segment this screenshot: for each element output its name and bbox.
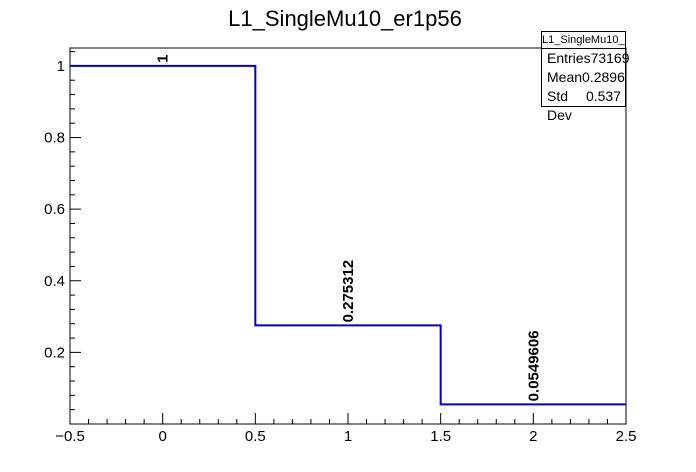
bin-value-label: 0.275312	[340, 260, 357, 323]
bin-value-label: 1	[155, 55, 172, 63]
y-tick-label: 0.2	[44, 344, 65, 361]
stats-label: Entries	[547, 50, 591, 66]
stats-row-stddev: Std Dev 0.537	[542, 87, 625, 123]
axis-ticks	[69, 51, 627, 424]
y-tick-label: 1	[57, 58, 65, 75]
stats-row-entries: Entries 73169	[542, 49, 630, 68]
stats-label: Std Dev	[547, 88, 572, 123]
bin-value-label: 0.0549606	[525, 330, 542, 401]
y-tick-label: 0.6	[44, 201, 65, 218]
x-tick-label: 2.5	[616, 428, 637, 445]
histogram-line	[70, 64, 626, 406]
chart-title: L1_SingleMu10_er1p56	[228, 6, 462, 31]
stats-value: 0.537	[585, 88, 621, 104]
stats-title: L1_SingleMu10_er1p56	[542, 32, 625, 49]
stats-value: 0.2896	[582, 69, 625, 85]
stats-box: L1_SingleMu10_er1p56 Entries 73169 Mean …	[541, 31, 630, 123]
stats-row-mean: Mean 0.2896	[542, 68, 625, 87]
x-tick-label: 1.5	[430, 428, 451, 445]
x-tick-label: 2	[529, 428, 537, 445]
axis-tick-labels: −0.5 0 0.5 1 1.5 2 2.5 0.2 0.4 0.6 0.8 1	[44, 58, 636, 445]
x-tick-label: 0.5	[245, 428, 266, 445]
y-tick-label: 0.8	[44, 130, 65, 147]
stats-label: Mean	[547, 69, 583, 85]
y-tick-label: 0.4	[44, 273, 65, 290]
stats-value: 73169	[590, 50, 630, 66]
bin-value-labels: 1 0.275312 0.0549606	[155, 55, 543, 402]
x-tick-label: −0.5	[55, 428, 85, 445]
x-tick-label: 0	[158, 428, 166, 445]
x-tick-label: 1	[344, 428, 352, 445]
